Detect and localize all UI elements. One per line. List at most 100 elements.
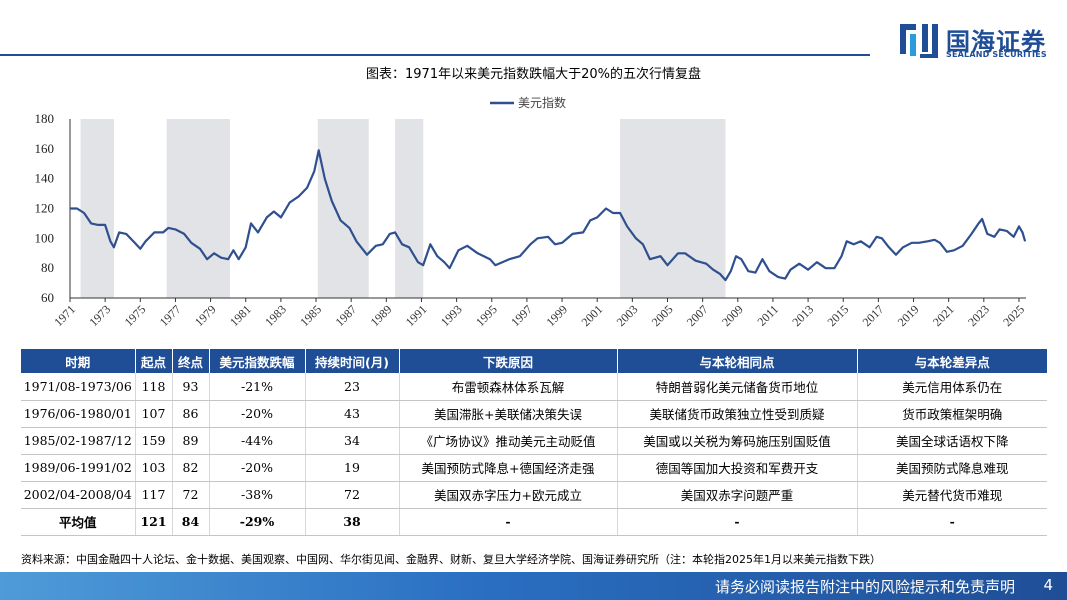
shaded-period xyxy=(395,119,424,298)
x-tick-label: 2009 xyxy=(719,302,746,329)
source-note: 资料来源：中国金融四十人论坛、金十数据、美国观察、中国网、华尔街见闻、金融界、财… xyxy=(21,553,881,566)
cell-reason: 美国滞胀+美联储决策失误 xyxy=(399,400,618,428)
x-tick-label: 2017 xyxy=(860,302,887,329)
footer-disclaimer: 请务必阅读报告附注中的风险提示和免责声明 xyxy=(714,578,1015,596)
shaded-period xyxy=(317,119,369,298)
table-row: 2002/04-2008/04 117 72 -38% 72 美国双赤字压力+欧… xyxy=(21,481,1047,509)
x-tick-label: 2023 xyxy=(965,302,992,329)
table-row: 1989/06-1991/02 103 82 -20% 19 美国预防式降息+德… xyxy=(21,454,1047,482)
x-tick-label: 2005 xyxy=(649,302,676,329)
cell-similarity: 美联储货币政策独立性受到质疑 xyxy=(617,400,858,428)
col-header-period: 时期 xyxy=(21,349,136,373)
dxy-chart: 60 80 100 120 140 160 180 1971 1973 1975 1977 1979… xyxy=(18,82,1048,350)
cell-difference: 美元替代货币难现 xyxy=(857,481,1047,509)
y-tick-label: 140 xyxy=(35,171,55,186)
cell-reason: 美国预防式降息+德国经济走强 xyxy=(399,454,618,482)
x-tick-label: 1973 xyxy=(86,302,113,329)
cell-start: 103 xyxy=(135,454,173,482)
col-header-difference: 与本轮差异点 xyxy=(857,349,1047,373)
cell-decline: -21% xyxy=(209,373,306,401)
cell-similarity: 德国等国加大投资和军费开支 xyxy=(617,454,858,482)
table-average-row: 平均值 121 84 -29% 38 - - - xyxy=(21,508,1047,536)
header-rule xyxy=(0,54,870,56)
y-tick-label: 100 xyxy=(35,230,55,245)
x-tick-label: 1985 xyxy=(297,302,324,329)
cell-decline: -20% xyxy=(209,400,306,428)
cell-start: 118 xyxy=(135,373,173,401)
cell-avg-start: 121 xyxy=(135,508,173,536)
x-tick-label: 2025 xyxy=(1000,302,1027,329)
shaded-period xyxy=(620,119,726,298)
cell-similarity: 美国或以关税为筹码施压别国贬值 xyxy=(617,427,858,455)
x-tick-label: 1979 xyxy=(192,302,219,329)
y-tick-label: 120 xyxy=(35,201,55,216)
x-tick-label: 1975 xyxy=(122,302,149,329)
y-tick-label: 160 xyxy=(35,141,55,156)
cell-difference: 美元信用体系仍在 xyxy=(857,373,1047,401)
brand-logo: 国海证券 SEALAND SECURITIES xyxy=(898,20,1058,64)
chart-legend: 美元指数 xyxy=(490,95,566,110)
x-tick-labels: 1971 1973 1975 1977 1979 1981 1983 1985 1987 1989… xyxy=(51,298,1027,329)
shaded-period xyxy=(80,119,114,298)
cell-end: 89 xyxy=(172,427,210,455)
cell-similarity: 特朗普弱化美元储备货币地位 xyxy=(617,373,858,401)
cell-duration: 19 xyxy=(305,454,400,482)
col-header-similarity: 与本轮相同点 xyxy=(617,349,858,373)
x-tick-label: 2007 xyxy=(684,302,711,329)
cell-difference: 货币政策框架明确 xyxy=(857,400,1047,428)
x-tick-label: 2019 xyxy=(895,302,922,329)
table-header-row: 时期 起点 终点 美元指数跌幅 持续时间(月) 下跌原因 与本轮相同点 与本轮差… xyxy=(21,349,1047,373)
x-tick-label: 1997 xyxy=(508,302,535,329)
page-number: 4 xyxy=(1043,576,1053,594)
brand-name-en: SEALAND SECURITIES xyxy=(946,50,1047,59)
cell-decline: -20% xyxy=(209,454,306,482)
x-tick-label: 2021 xyxy=(930,302,957,329)
cell-duration: 34 xyxy=(305,427,400,455)
x-tick-label: 1991 xyxy=(403,302,430,329)
table-row: 1985/02-1987/12 159 89 -44% 34 《广场协议》推动美… xyxy=(21,427,1047,455)
cell-end: 72 xyxy=(172,481,210,509)
cell-period: 1989/06-1991/02 xyxy=(21,454,136,482)
y-tick-label: 180 xyxy=(35,111,55,126)
decline-summary-table: 时期 起点 终点 美元指数跌幅 持续时间(月) 下跌原因 与本轮相同点 与本轮差… xyxy=(21,349,1047,536)
x-tick-label: 1983 xyxy=(262,302,289,329)
cell-period: 1971/08-1973/06 xyxy=(21,373,136,401)
cell-period: 1976/06-1980/01 xyxy=(21,400,136,428)
cell-start: 159 xyxy=(135,427,173,455)
y-tick-labels: 60 80 100 120 140 160 180 xyxy=(35,111,55,305)
brand-name-cn: 国海证券 xyxy=(946,28,1046,56)
cell-avg-label: 平均值 xyxy=(21,508,136,536)
cell-avg-end: 84 xyxy=(172,508,210,536)
cell-decline: -38% xyxy=(209,481,306,509)
cell-difference: 美国全球话语权下降 xyxy=(857,427,1047,455)
cell-avg-duration: 38 xyxy=(305,508,400,536)
col-header-start: 起点 xyxy=(135,349,173,373)
x-tick-label: 2015 xyxy=(824,302,851,329)
dxy-series-line xyxy=(70,149,1027,282)
cell-avg-reason: - xyxy=(399,508,618,536)
x-tick-label: 1977 xyxy=(157,302,184,329)
x-tick-label: 2003 xyxy=(614,302,641,329)
cell-duration: 43 xyxy=(305,400,400,428)
x-tick-label: 1993 xyxy=(438,302,465,329)
cell-duration: 23 xyxy=(305,373,400,401)
legend-label: 美元指数 xyxy=(518,95,566,110)
cell-end: 93 xyxy=(172,373,210,401)
x-tick-label: 2011 xyxy=(755,302,782,329)
x-tick-label: 1987 xyxy=(332,302,359,329)
cell-reason: 布雷顿森林体系瓦解 xyxy=(399,373,618,401)
x-tick-label: 2001 xyxy=(578,302,605,329)
cell-difference: 美国预防式降息难现 xyxy=(857,454,1047,482)
shaded-period xyxy=(166,119,230,298)
table-row: 1976/06-1980/01 107 86 -20% 43 美国滞胀+美联储决… xyxy=(21,400,1047,428)
x-tick-label: 1989 xyxy=(368,302,395,329)
cell-reason: 美国双赤字压力+欧元成立 xyxy=(399,481,618,509)
cell-start: 107 xyxy=(135,400,173,428)
cell-avg-similarity: - xyxy=(617,508,858,536)
col-header-end: 终点 xyxy=(172,349,210,373)
x-tick-label: 2013 xyxy=(789,302,816,329)
x-tick-label: 1995 xyxy=(473,302,500,329)
dxy-chart-svg: 60 80 100 120 140 160 180 1971 1973 1975 1977 1979… xyxy=(35,95,1028,329)
cell-end: 86 xyxy=(172,400,210,428)
figure-title: 图表：1971年以来美元指数跌幅大于20%的五次行情复盘 xyxy=(366,67,701,82)
